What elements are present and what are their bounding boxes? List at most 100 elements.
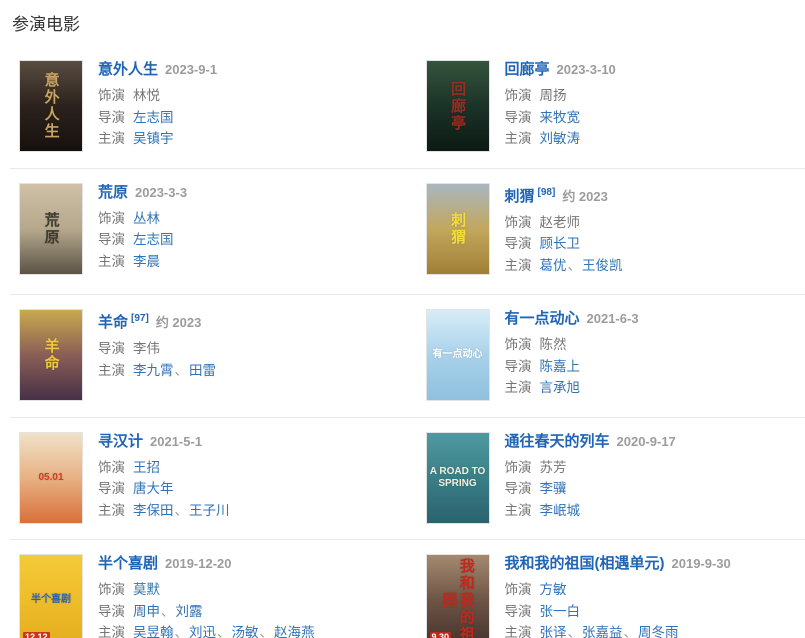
person-link[interactable]: 左志国 bbox=[133, 232, 174, 247]
credit-label: 导演 bbox=[504, 236, 532, 251]
credit-label: 饰演 bbox=[98, 459, 125, 475]
movie-poster[interactable]: 半个喜剧 12.12 bbox=[19, 554, 83, 638]
name-separator: 、 bbox=[567, 257, 582, 273]
movie-card: 羊命 羊命 [97] 约 2023 导演 李伟 主演 李九霄、田雷 bbox=[10, 309, 408, 403]
person-name: 林悦 bbox=[133, 88, 160, 103]
credit-line: 饰演 方敏 bbox=[505, 583, 731, 597]
credit-label: 导演 bbox=[504, 603, 532, 619]
person-link[interactable]: 刘露 bbox=[175, 603, 203, 619]
credit-label: 导演 bbox=[98, 341, 125, 356]
credit-label: 导演 bbox=[98, 232, 125, 247]
movie-card: 半个喜剧 12.12 半个喜剧 2019-12-20 饰演 莫默 导演 周申、刘露 主演吴… bbox=[10, 554, 408, 638]
movie-card: 刺猬 刺猬 [98] 约 2023 饰演 赵老师 导演 顾长卫 主演 葛优、王俊凯 bbox=[408, 182, 805, 281]
name-separator: 、 bbox=[217, 625, 231, 638]
poster-art-text: 半个喜剧 bbox=[31, 594, 71, 606]
credit-line: 主演 李岷城 bbox=[505, 502, 676, 518]
release-date: 2021-6-3 bbox=[586, 311, 639, 326]
movie-poster[interactable]: 羊命 bbox=[19, 309, 83, 401]
person-link[interactable]: 刘迅 bbox=[189, 625, 216, 638]
person-link[interactable]: 陈嘉上 bbox=[539, 358, 581, 374]
movie-row: 意外人生 意外人生 2023-9-1 饰演 林悦 导演 左志国 主演 吴镇宇 回廊亭 回廊亭… bbox=[10, 46, 805, 169]
person-link[interactable]: 张译 bbox=[539, 625, 567, 638]
movie-title-line: 寻汉计 2021-5-1 bbox=[98, 432, 230, 450]
credit-line: 主演 张译、张嘉益、周冬雨 bbox=[505, 626, 731, 638]
movie-title-link[interactable]: 通往春天的列车 bbox=[504, 432, 610, 450]
poster-art-text: 有一点动心 bbox=[432, 349, 483, 361]
reference-sup[interactable]: [98] bbox=[537, 186, 556, 198]
movie-poster[interactable]: 荒原 bbox=[19, 182, 83, 275]
movie-title-link[interactable]: 半个喜剧 bbox=[98, 555, 159, 572]
person-link[interactable]: 刘敏涛 bbox=[539, 131, 581, 146]
movie-title-link[interactable]: 回廊亭 bbox=[504, 61, 550, 78]
person-link[interactable]: 汤敏 bbox=[231, 625, 259, 638]
movie-poster[interactable]: 我和我的祖国 9.30 bbox=[425, 554, 490, 638]
movie-title-link[interactable]: 羊命 bbox=[98, 314, 129, 331]
poster-art-text: 羊命 bbox=[42, 338, 60, 372]
person-link[interactable]: 李保田 bbox=[133, 502, 174, 518]
person-link[interactable]: 王招 bbox=[133, 459, 160, 475]
person-link[interactable]: 左志国 bbox=[133, 109, 174, 125]
credit-label: 主演 bbox=[98, 362, 125, 378]
reference-sup[interactable]: [97] bbox=[131, 313, 149, 324]
person-link[interactable]: 来牧宽 bbox=[539, 109, 581, 125]
movie-poster[interactable]: A ROAD TO SPRING bbox=[425, 431, 490, 524]
movie-title-link[interactable]: 刺猬 bbox=[504, 187, 535, 205]
person-link[interactable]: 吴镇宇 bbox=[133, 131, 174, 146]
person-link[interactable]: 周冬雨 bbox=[638, 625, 679, 638]
movie-title-line: 半个喜剧 2019-12-20 bbox=[98, 556, 315, 572]
credit-line: 主演 吴镇宇 bbox=[98, 132, 217, 146]
movie-title-line: 回廊亭 2023-3-10 bbox=[505, 62, 616, 78]
credit-label: 饰演 bbox=[98, 582, 125, 597]
person-link[interactable]: 言承旭 bbox=[539, 380, 581, 395]
credit-line: 导演 张一白 bbox=[504, 603, 731, 619]
movie-poster[interactable]: 意外人生 bbox=[19, 60, 83, 152]
movie-title-line: 意外人生 2023-9-1 bbox=[98, 62, 217, 78]
credit-label: 饰演 bbox=[504, 459, 532, 475]
person-link[interactable]: 方敏 bbox=[539, 582, 567, 597]
person-link[interactable]: 李岷城 bbox=[539, 502, 581, 518]
person-link[interactable]: 赵海燕 bbox=[274, 625, 315, 638]
person-link[interactable]: 顾长卫 bbox=[539, 236, 581, 251]
person-link[interactable]: 田雷 bbox=[189, 362, 216, 378]
credit-line: 导演 李伟 bbox=[98, 342, 216, 356]
credit-label: 导演 bbox=[98, 481, 125, 496]
movie-poster[interactable]: 刺猬 bbox=[425, 182, 490, 275]
credit-line: 导演 陈嘉上 bbox=[504, 358, 639, 374]
movie-title-link[interactable]: 荒原 bbox=[98, 183, 129, 201]
movie-info: 羊命 [97] 约 2023 导演 李伟 主演 李九霄、田雷 bbox=[98, 309, 216, 403]
poster-art-text: 我和我的祖国 bbox=[440, 557, 475, 638]
person-link[interactable]: 王子川 bbox=[189, 502, 230, 518]
credit-line: 饰演 林悦 bbox=[98, 89, 217, 103]
name-separator: 、 bbox=[623, 625, 638, 638]
person-link[interactable]: 张嘉益 bbox=[582, 625, 623, 638]
credit-label: 饰演 bbox=[504, 214, 532, 230]
person-link[interactable]: 李九霄 bbox=[133, 362, 174, 378]
movie-poster[interactable]: 回廊亭 bbox=[425, 60, 490, 152]
movie-title-link[interactable]: 我和我的祖国(相遇单元) bbox=[504, 555, 665, 572]
person-link[interactable]: 周申 bbox=[133, 603, 160, 619]
credit-label: 主演 bbox=[98, 131, 125, 146]
movie-title-link[interactable]: 有一点动心 bbox=[504, 310, 580, 327]
person-link[interactable]: 莫默 bbox=[133, 582, 160, 597]
person-link[interactable]: 李骥 bbox=[539, 481, 567, 496]
movie-card: 回廊亭 回廊亭 2023-3-10 饰演 周扬 导演 来牧宽 主演 刘敏涛 bbox=[408, 60, 805, 154]
movie-title-link[interactable]: 寻汉计 bbox=[98, 432, 144, 450]
movie-title-line: 有一点动心 2021-6-3 bbox=[505, 311, 639, 327]
person-link[interactable]: 王俊凯 bbox=[582, 257, 623, 273]
person-link[interactable]: 唐大年 bbox=[133, 481, 174, 496]
person-link[interactable]: 李晨 bbox=[133, 253, 160, 269]
release-date: 2021-5-1 bbox=[150, 433, 203, 449]
person-link[interactable]: 丛林 bbox=[133, 210, 160, 226]
person-link[interactable]: 张一白 bbox=[539, 603, 581, 619]
credit-label: 导演 bbox=[504, 358, 532, 374]
movie-info: 通往春天的列车 2020-9-17 饰演 苏芳 导演 李骥 主演 李岷城 bbox=[505, 432, 676, 526]
movie-poster[interactable]: 05.01 bbox=[19, 431, 83, 524]
movie-title-link[interactable]: 意外人生 bbox=[98, 61, 159, 78]
movie-info: 刺猬 [98] 约 2023 饰演 赵老师 导演 顾长卫 主演 葛优、王俊凯 bbox=[505, 183, 623, 281]
person-link[interactable]: 葛优 bbox=[539, 257, 567, 273]
person-link[interactable]: 吴昱翰 bbox=[133, 625, 174, 638]
release-date: 2023-3-3 bbox=[135, 184, 188, 200]
credit-line: 饰演 赵老师 bbox=[504, 214, 623, 230]
credit-label: 主演 bbox=[504, 380, 532, 395]
movie-poster[interactable]: 有一点动心 bbox=[425, 309, 490, 401]
